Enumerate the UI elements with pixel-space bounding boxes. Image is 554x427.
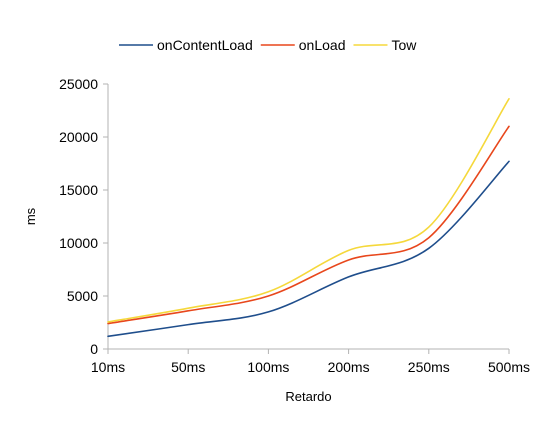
y-tick-label: 15000 — [59, 182, 98, 198]
y-tick-label: 5000 — [67, 288, 98, 304]
chart-legend: onContentLoad onLoad Tow — [119, 37, 417, 53]
y-axis: 0 5000 10000 15000 20000 25000 — [59, 76, 108, 357]
x-tick-label: 50ms — [171, 359, 205, 375]
y-tick-label: 10000 — [59, 235, 98, 251]
y-tick-label: 0 — [90, 341, 98, 357]
x-axis: 10ms 50ms 100ms 200ms 250ms 500ms — [91, 349, 530, 375]
legend-label: Tow — [391, 37, 417, 53]
y-tick-label: 25000 — [59, 76, 98, 92]
x-tick-label: 250ms — [408, 359, 450, 375]
x-axis-title: Retardo — [285, 389, 331, 404]
series-line-oncontentload — [107, 160, 510, 338]
plot-area — [107, 84, 509, 350]
series-lines — [107, 98, 510, 338]
legend-label: onContentLoad — [157, 37, 253, 53]
legend-label: onLoad — [299, 37, 346, 53]
x-tick-label: 100ms — [247, 359, 289, 375]
x-tick-label: 500ms — [488, 359, 530, 375]
legend-item: onLoad — [260, 37, 346, 53]
x-tick-label: 10ms — [91, 359, 125, 375]
series-line-tow — [107, 98, 510, 323]
x-tick-label: 200ms — [328, 359, 370, 375]
legend-item: onContentLoad — [119, 37, 253, 53]
y-axis-title: ms — [23, 207, 38, 225]
series-line-onload — [107, 125, 510, 325]
y-tick-label: 20000 — [59, 129, 98, 145]
legend-item: Tow — [353, 37, 417, 53]
